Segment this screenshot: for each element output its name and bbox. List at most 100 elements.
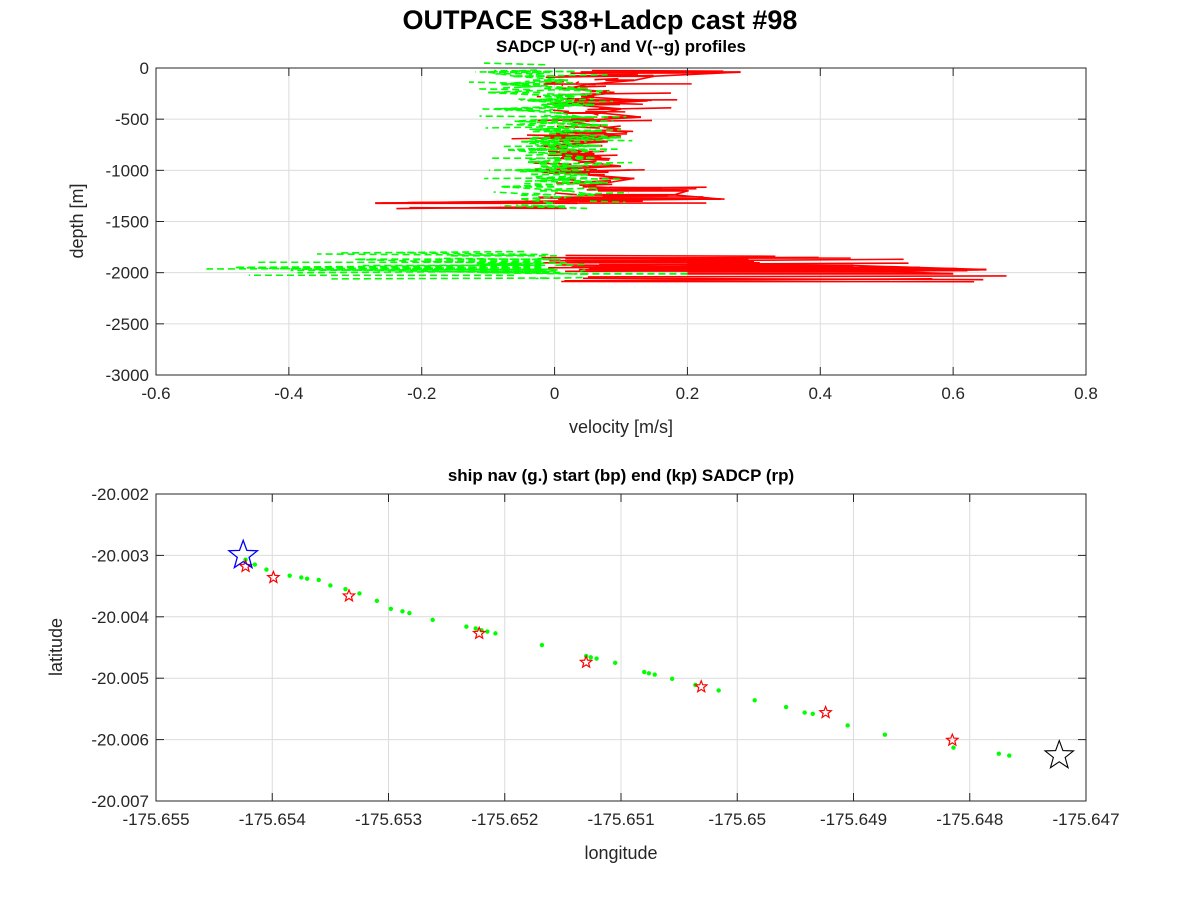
v-profile-link bbox=[322, 268, 455, 273]
v-profile-stroke bbox=[542, 102, 577, 106]
v-profile-link bbox=[488, 71, 515, 77]
u-profile-stroke bbox=[567, 256, 819, 260]
v-profile-stroke bbox=[580, 268, 586, 272]
v-profile-stroke bbox=[552, 92, 602, 97]
v-profile-stroke bbox=[520, 193, 556, 197]
v-profile-link bbox=[521, 136, 622, 143]
p0-xtick-label: -0.2 bbox=[407, 384, 436, 403]
v-profile-stroke bbox=[488, 168, 579, 171]
v-profile-stroke bbox=[519, 121, 559, 125]
v-profile-stroke bbox=[529, 127, 576, 131]
v-profile-stroke bbox=[562, 89, 610, 93]
sadcp-position-star bbox=[818, 704, 833, 719]
p0-xtick-label: 0.6 bbox=[941, 384, 965, 403]
p0-ytick-label: -1000 bbox=[106, 161, 149, 180]
v-profile-stroke bbox=[468, 81, 540, 85]
ship-nav-point bbox=[1007, 753, 1012, 758]
v-profile-stroke bbox=[544, 187, 599, 191]
v-profile-stroke bbox=[501, 85, 533, 89]
p0-xtick-label: 0.4 bbox=[808, 384, 832, 403]
p0-ytick-label: -1500 bbox=[106, 213, 149, 232]
v-profile-segment-3 bbox=[206, 250, 688, 280]
v-profile-stroke bbox=[555, 100, 614, 104]
u-profile-stroke bbox=[587, 106, 672, 111]
velocity-profile-grid bbox=[155, 67, 1087, 376]
ship-nav-point bbox=[485, 629, 490, 634]
p0-xtick-label: 0.8 bbox=[1074, 384, 1098, 403]
u-profile-stroke bbox=[407, 200, 585, 204]
u-profile-stroke bbox=[564, 278, 933, 282]
p0-ytick-label: -3000 bbox=[106, 366, 149, 385]
p0-ytick-label: 0 bbox=[140, 59, 149, 78]
p0-xtick-label: -0.4 bbox=[274, 384, 303, 403]
ship-nav-point bbox=[357, 591, 362, 596]
p0-ytick-label: -2500 bbox=[106, 315, 149, 334]
u-profile-stroke bbox=[599, 262, 909, 266]
sadcp-position-star bbox=[578, 654, 594, 669]
v-profile-link bbox=[521, 194, 595, 200]
ship-nav-series bbox=[227, 538, 1076, 769]
p1-xtick-label: -175.651 bbox=[587, 810, 654, 829]
u-profile-stroke bbox=[587, 275, 1007, 278]
velocity-profile-ylabel: depth [m] bbox=[67, 183, 87, 258]
v-profile-stroke bbox=[528, 72, 543, 76]
v-profile-stroke bbox=[476, 262, 567, 265]
u-profile-stroke bbox=[592, 258, 904, 263]
v-profile-link bbox=[355, 258, 422, 263]
sadcp-position-star bbox=[471, 625, 487, 640]
sadcp-position-star bbox=[238, 558, 253, 573]
v-profile-stroke bbox=[589, 200, 626, 204]
u-profile-stroke bbox=[589, 92, 671, 95]
ship-nav-point bbox=[646, 671, 652, 676]
p1-xtick-label: -175.649 bbox=[820, 810, 887, 829]
v-profile-stroke bbox=[553, 165, 579, 169]
p1-ytick-label: -20.004 bbox=[91, 608, 149, 627]
u-profile-stroke bbox=[594, 266, 909, 269]
v-profile-stroke bbox=[548, 107, 565, 111]
p1-ytick-label: -20.003 bbox=[91, 546, 149, 565]
ship-nav-point bbox=[343, 586, 348, 592]
v-profile-stroke bbox=[534, 98, 594, 102]
u-profile-stroke bbox=[552, 109, 570, 113]
v-profile-stroke bbox=[494, 69, 574, 73]
v-profile-link bbox=[514, 165, 575, 172]
u-profile-stroke bbox=[603, 133, 622, 137]
ship-nav-point bbox=[588, 655, 593, 660]
p1-ytick-label: -20.006 bbox=[91, 731, 149, 750]
ship-nav-point bbox=[996, 751, 1002, 756]
v-profile-stroke bbox=[538, 106, 560, 110]
p1-xtick-label: -175.648 bbox=[936, 810, 1003, 829]
v-profile-stroke bbox=[523, 153, 555, 157]
v-profile-stroke bbox=[535, 128, 572, 132]
p1-xtick-label: -175.653 bbox=[355, 810, 422, 829]
v-profile-stroke bbox=[206, 267, 522, 270]
v-profile-stroke bbox=[594, 187, 598, 191]
v-profile-stroke bbox=[557, 115, 627, 119]
v-profile-stroke bbox=[551, 129, 622, 132]
v-profile-link bbox=[235, 266, 323, 271]
u-profile-stroke bbox=[587, 172, 591, 175]
ship-nav-point bbox=[539, 642, 545, 648]
v-profile-stroke bbox=[396, 251, 549, 256]
v-profile-link bbox=[454, 270, 575, 275]
sadcp-position-star bbox=[341, 588, 357, 603]
ship-nav-point bbox=[328, 583, 333, 588]
v-profile-stroke bbox=[520, 169, 590, 173]
velocity-profile-series bbox=[206, 62, 1007, 283]
u-profile-stroke bbox=[565, 254, 776, 258]
ship-nav-point bbox=[652, 672, 657, 677]
ship-nav-point bbox=[642, 669, 647, 675]
p1-xtick-label: -175.655 bbox=[122, 810, 189, 829]
v-profile-stroke bbox=[559, 150, 607, 154]
v-profile-stroke bbox=[493, 191, 529, 195]
v-profile-stroke bbox=[524, 182, 553, 186]
v-profile-segment-1 bbox=[468, 62, 633, 210]
p1-xtick-label: -175.652 bbox=[471, 810, 538, 829]
v-profile-stroke bbox=[583, 191, 629, 195]
u-profile-link bbox=[673, 190, 688, 196]
u-profile-stroke bbox=[549, 258, 749, 262]
v-profile-stroke bbox=[555, 263, 586, 267]
u-profile-stroke bbox=[511, 136, 612, 140]
v-profile-stroke bbox=[527, 98, 568, 102]
v-profile-stroke bbox=[546, 177, 623, 181]
